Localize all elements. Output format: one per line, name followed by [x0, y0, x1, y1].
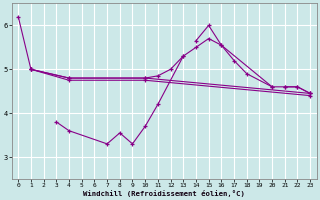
X-axis label: Windchill (Refroidissement éolien,°C): Windchill (Refroidissement éolien,°C)	[83, 190, 245, 197]
